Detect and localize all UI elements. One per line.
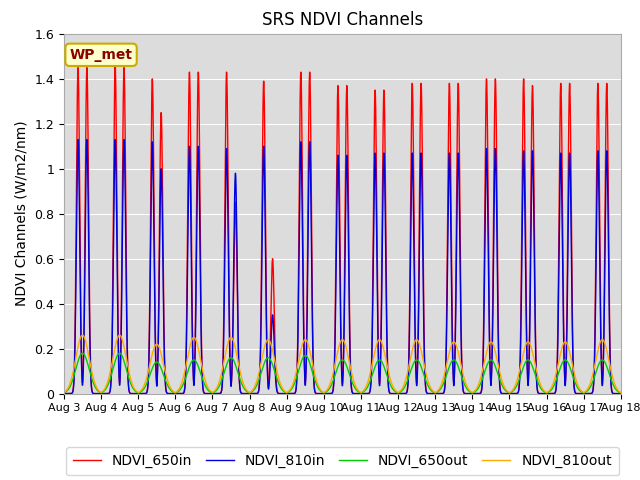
NDVI_650out xyxy=(79,350,86,356)
NDVI_810in xyxy=(298,195,306,201)
NDVI_810out xyxy=(157,350,164,356)
NDVI_650out xyxy=(606,374,614,380)
NDVI_650out xyxy=(274,378,282,384)
NDVI_810out xyxy=(60,389,68,395)
NDVI_810in xyxy=(60,391,68,396)
NDVI_810out xyxy=(79,332,86,338)
NDVI_650in xyxy=(617,391,625,396)
NDVI_650in xyxy=(157,119,164,125)
NDVI_650out xyxy=(134,390,142,396)
NDVI_650in xyxy=(124,361,132,367)
NDVI_650in xyxy=(298,141,306,147)
NDVI_650in xyxy=(111,62,119,68)
NDVI_810in xyxy=(274,390,282,396)
NDVI_650in xyxy=(547,391,554,396)
NDVI_810in xyxy=(283,391,291,396)
Line: NDVI_650out: NDVI_650out xyxy=(64,353,621,393)
NDVI_810out xyxy=(606,364,614,370)
NDVI_810out xyxy=(134,390,142,396)
Line: NDVI_810in: NDVI_810in xyxy=(64,140,621,394)
NDVI_650in xyxy=(283,391,291,396)
Line: NDVI_650in: NDVI_650in xyxy=(64,65,621,394)
NDVI_650in xyxy=(606,355,614,361)
NDVI_810in xyxy=(74,137,82,143)
NDVI_650out xyxy=(617,390,625,396)
Legend: NDVI_650in, NDVI_810in, NDVI_650out, NDVI_810out: NDVI_650in, NDVI_810in, NDVI_650out, NDV… xyxy=(66,447,619,475)
NDVI_650out xyxy=(298,357,306,362)
NDVI_650out xyxy=(124,372,132,377)
NDVI_810out xyxy=(617,390,625,396)
NDVI_810in xyxy=(617,391,625,396)
Y-axis label: NDVI Channels (W/m2/nm): NDVI Channels (W/m2/nm) xyxy=(15,121,29,306)
NDVI_650out xyxy=(547,388,554,394)
NDVI_810out xyxy=(298,343,306,348)
Title: SRS NDVI Channels: SRS NDVI Channels xyxy=(262,11,423,29)
Text: WP_met: WP_met xyxy=(70,48,132,62)
NDVI_810in xyxy=(124,368,132,373)
Line: NDVI_810out: NDVI_810out xyxy=(64,335,621,393)
NDVI_650in xyxy=(60,391,68,396)
NDVI_650in xyxy=(274,390,282,396)
NDVI_810in xyxy=(157,174,164,180)
NDVI_810out xyxy=(274,372,282,378)
NDVI_650out xyxy=(60,390,68,396)
NDVI_650out xyxy=(157,365,164,371)
NDVI_810out xyxy=(547,386,554,392)
NDVI_810in xyxy=(547,391,554,396)
NDVI_810out xyxy=(124,363,132,369)
NDVI_810in xyxy=(606,363,614,369)
